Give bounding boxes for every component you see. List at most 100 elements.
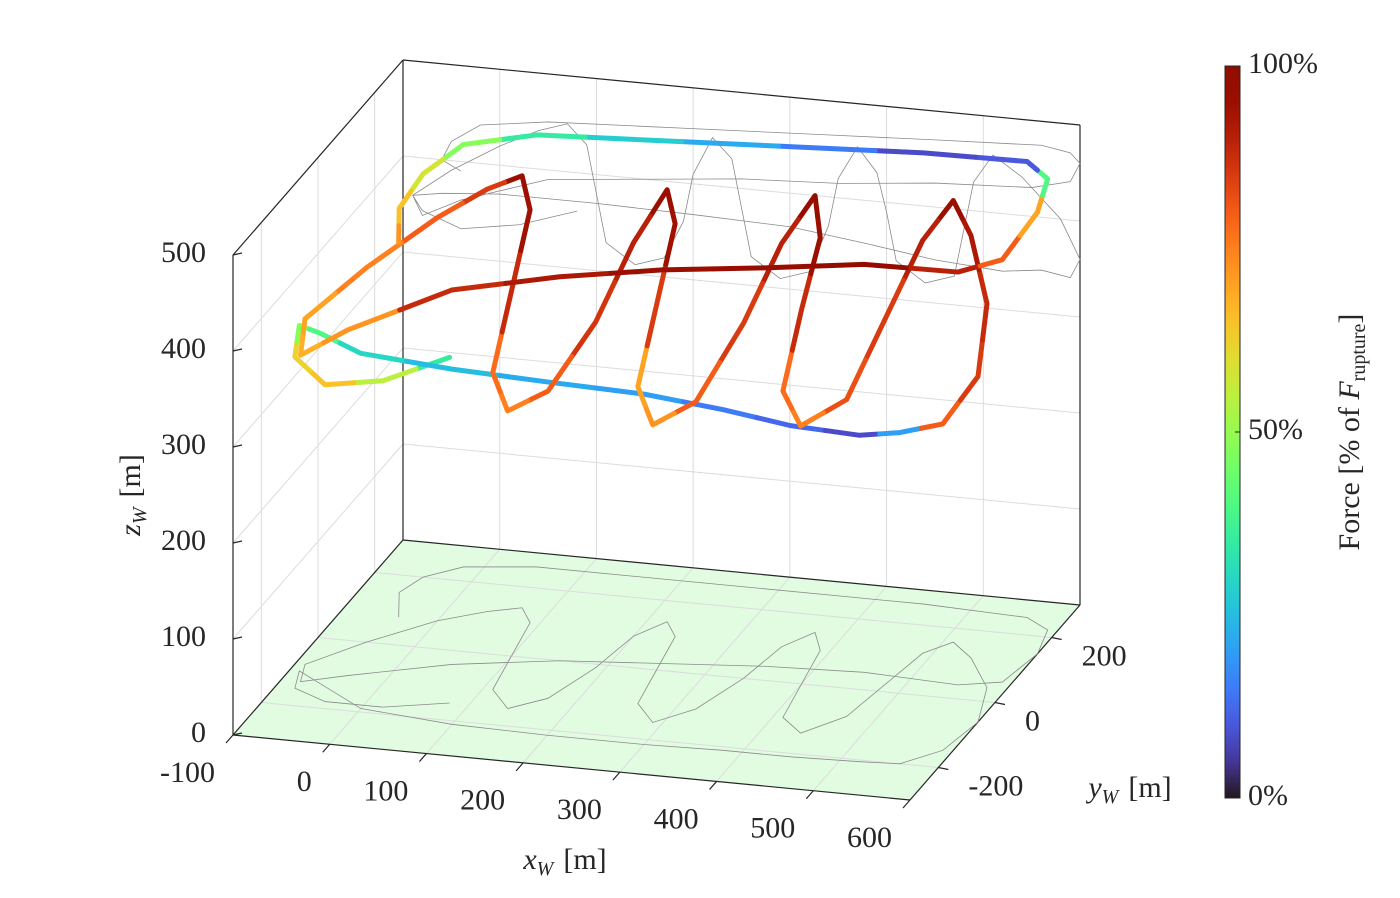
x-tick [612,771,621,781]
wall-shadow [411,121,1081,284]
x-tick [322,743,331,753]
trajectory-segment [396,188,414,229]
trajectory-segment [647,187,674,219]
axis-edge [232,734,911,801]
trajectory-segment [459,179,508,206]
x-tick [902,799,911,809]
trajectory-segment [908,263,983,275]
trajectory-segment [413,354,453,372]
trajectory-segment [503,270,614,286]
trajectory-segment [760,217,801,286]
x-tick [709,781,718,790]
trajectory-segment [679,139,782,149]
trajectory-segment [644,261,669,349]
z-tick [232,252,243,256]
trajectory-segment [307,368,357,388]
z-tick [232,636,243,640]
trajectory-segment [399,200,465,246]
x-tick-label: 500 [750,812,795,845]
trajectory-segment [298,334,327,358]
trajectory-segment [957,337,985,403]
trajectory-segment [789,405,827,429]
y-tick [1051,636,1062,641]
x-tick [805,790,814,800]
y-tick-label: 200 [1082,639,1127,672]
trajectory-segment [440,137,503,162]
grid-line [374,572,1052,638]
colorbar-tick-label: 50% [1248,413,1303,446]
trajectory-segment [680,399,760,421]
colorbar-tick-label: 0% [1248,779,1288,812]
trajectory-segment [780,347,795,411]
z-tick [232,540,243,544]
grid-line [402,347,1081,414]
x-tick [418,753,427,762]
grid-line [261,702,939,768]
trajectory-segment [499,248,524,335]
trajectory-segment [593,385,686,405]
trajectory-segment [300,290,339,340]
plot-area: -100 0 100 200 300 400 500 600-2000200010020030… [160,59,1127,854]
colorbar-tick-label: 100% [1248,47,1318,80]
z-tick [232,348,243,352]
colorbar-label-text: Force [% of [1333,400,1366,551]
x-tick-label: 0 [297,765,312,798]
x-unit: [m] [563,843,606,876]
trajectory-segment [333,240,405,296]
trajectory-segment [608,266,716,276]
y-tick [994,701,1006,706]
trajectory-segment [569,279,618,360]
floor-shadow [294,566,1049,765]
grid-line [232,251,404,448]
trajectory-segment [497,389,531,414]
x-var: x [522,843,537,876]
y-unit: [m] [1128,771,1171,804]
trajectory-segment [877,425,924,437]
z-var: z [114,524,147,537]
trajectory-segment [490,329,505,395]
grid-line [232,443,404,640]
trajectory-segment [518,190,533,254]
z-sub: W [129,505,151,524]
axis-edge [402,539,1081,606]
trajectory-segment [612,213,653,285]
trajectory-segment [671,359,723,416]
trajectory-segment [1034,167,1051,199]
grid-line [402,443,1081,510]
z-tick [232,732,243,736]
trajectory-segment [811,261,914,271]
trajectory-segment [795,193,821,223]
trajectory-segment [497,132,588,143]
trajectory-segment [292,338,313,374]
x-tick-label: -100 [160,756,215,789]
y-tick-label: -200 [968,769,1023,802]
trajectory-segment [635,343,650,409]
trajectory-segment [808,214,823,277]
axis-edge [402,59,1081,126]
x-tick-label: 200 [460,784,505,817]
trajectory-segment [497,373,599,391]
trajectory-segment [502,173,529,196]
axis-edge [232,539,404,736]
z-unit: [m] [114,454,147,497]
grid-line [232,155,404,352]
x-tick [515,762,524,772]
trajectory-segment [935,198,965,224]
trajectory-segment [397,280,509,313]
trajectory-segment [710,263,817,272]
trajectory-segment [977,233,1023,269]
trajectory-segment [822,427,883,438]
colorbar-label-var: F [1333,381,1366,401]
trajectory-segment [642,403,677,428]
trajectory-segment [337,340,409,364]
colorbar-label-sub: rupture [1348,323,1370,381]
trajectory-segment [972,154,1040,173]
z-tick-label: 0 [191,716,206,749]
trajectory-segment [959,215,982,273]
trajectory-segment [789,271,814,353]
trajectory-segment [863,277,907,363]
z-axis-label: zW [m] [114,454,151,537]
colorbar-label: Force [% of Frupture] [1333,314,1370,551]
z-tick-label: 500 [161,236,206,269]
trajectory-segment [351,366,419,386]
